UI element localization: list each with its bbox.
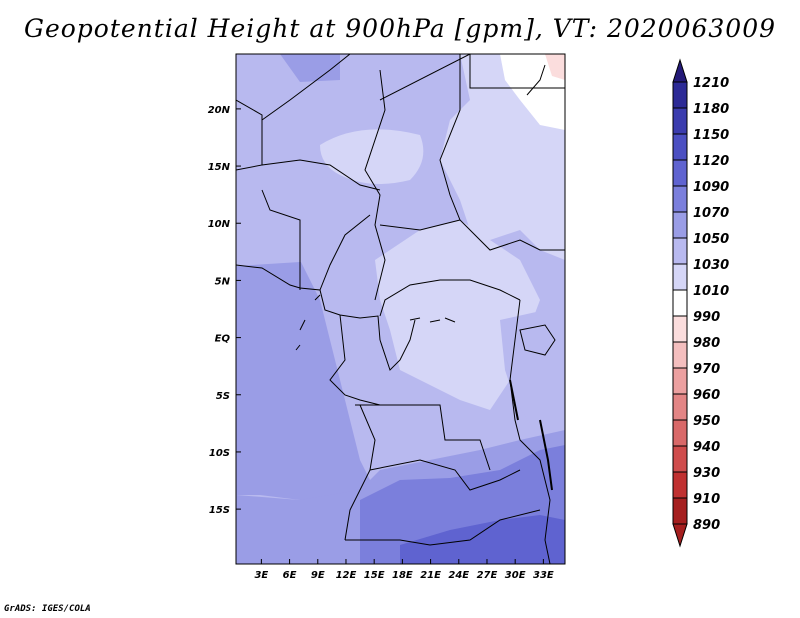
x-tick-label: 3E <box>254 570 268 581</box>
colorbar-box <box>672 185 688 213</box>
border-car-north <box>379 219 461 231</box>
colorbar-box <box>672 211 688 239</box>
colorbar-box <box>672 471 688 499</box>
map-title: Geopotential Height at 900hPa [gpm], VT:… <box>23 14 777 43</box>
rivers <box>409 317 456 323</box>
y-tick-label: 20N <box>208 105 231 116</box>
colorbar-box <box>672 263 688 291</box>
colorbar-box <box>672 133 688 161</box>
colorbar-level-label: 950 <box>693 414 720 429</box>
region-red-sea <box>500 54 565 130</box>
plot-frame <box>235 53 566 565</box>
x-axis: 3E 6E 9E 12E 15E 18E 21E 24E 27E 30E 33E <box>254 559 554 581</box>
lake-victoria <box>519 324 556 356</box>
border-niger-south <box>261 159 381 191</box>
border-chad-west <box>364 69 386 301</box>
colorbar-boxes <box>672 58 688 548</box>
y-tick-label: 10S <box>209 448 230 459</box>
region-arabia-low <box>545 54 565 80</box>
y-axis: 20N 15N 10N 5N EQ 5S 10S 15S <box>208 105 241 516</box>
colorbar-box <box>672 81 688 109</box>
lake-malawi <box>539 419 553 491</box>
y-tick-label: 15S <box>209 505 230 516</box>
footer-credit: GrADS: IGES/COLA <box>4 604 91 614</box>
colorbar-level-label: 980 <box>693 336 720 351</box>
colorbar-box <box>672 445 688 473</box>
colorbar-level-label: 940 <box>693 440 720 455</box>
border-mauritania <box>236 99 263 171</box>
colorbar-level-label: 1050 <box>693 232 729 247</box>
y-tick-label: 15N <box>208 162 231 173</box>
y-tick-label: 5N <box>215 276 231 287</box>
x-tick-label: 15E <box>364 570 385 581</box>
colorbar-level-label: 960 <box>693 388 720 403</box>
border-east <box>509 299 551 564</box>
colorbar-box <box>672 107 688 135</box>
islands <box>295 294 321 351</box>
border-angola-drc <box>355 404 491 471</box>
colorbar-top-arrow <box>672 58 688 83</box>
colorbar-level-label: 1090 <box>693 180 729 195</box>
region-chad-light <box>320 129 424 184</box>
colorbar-labels: 1210 1180 1150 1120 1090 1070 1050 1030 1010 990 9… <box>693 76 729 533</box>
colorbar-level-label: 1150 <box>693 128 729 143</box>
border-benin <box>261 189 301 290</box>
red-sea-coast <box>526 64 546 96</box>
coast-gabon <box>329 314 381 406</box>
x-tick-label: 21E <box>420 570 441 581</box>
colorbar-box <box>672 393 688 421</box>
border-cameroon <box>319 214 371 291</box>
coast-gulf-of-guinea <box>236 264 381 341</box>
colorbar-level-label: 890 <box>693 518 720 533</box>
colorbar-bottom-arrow <box>672 523 688 548</box>
colorbar-box <box>672 341 688 369</box>
colorbar-level-label: 1210 <box>693 76 729 91</box>
region-east-africa <box>500 310 565 450</box>
border-libya <box>379 54 471 101</box>
colorbar-level-label: 1030 <box>693 258 729 273</box>
x-tick-label: 9E <box>311 570 325 581</box>
borders <box>236 54 565 564</box>
colorbar-level-label: 910 <box>693 492 720 507</box>
colorbar-box <box>672 159 688 187</box>
region-far-south <box>400 515 565 564</box>
x-tick-label: 24E <box>448 570 469 581</box>
border-congo-north <box>379 279 521 317</box>
colorbar-box <box>672 237 688 265</box>
region-congo-basin <box>375 220 540 410</box>
colorbar-box <box>672 315 688 343</box>
colorbar-box <box>672 497 688 525</box>
x-tick-label: 12E <box>336 570 357 581</box>
colorbar-level-label: 930 <box>693 466 720 481</box>
region-atlantic <box>236 260 380 500</box>
x-tick-label: 30E <box>505 570 526 581</box>
colorbar-box <box>672 419 688 447</box>
border-mali <box>261 54 351 121</box>
region-sahara <box>236 54 470 190</box>
colorbar-level-label: 970 <box>693 362 720 377</box>
border-zambia <box>369 459 521 491</box>
region-north-dark <box>280 54 340 82</box>
x-tick-label: 33E <box>533 570 554 581</box>
border-congo <box>379 319 416 371</box>
colorbar-level-label: 1010 <box>693 284 729 299</box>
x-tick-label: 6E <box>283 570 297 581</box>
colorbar-box <box>672 367 688 395</box>
colorbar-level-label: 1070 <box>693 206 729 221</box>
x-tick-label: 18E <box>392 570 413 581</box>
border-namibia <box>345 509 541 546</box>
region-nigeria <box>236 180 340 266</box>
colorbar-level-label: 1120 <box>693 154 729 169</box>
lake-tanganyika <box>509 379 519 421</box>
colorbar-box <box>672 289 688 317</box>
y-tick-label: 10N <box>208 219 231 230</box>
y-tick-label: EQ <box>215 334 231 345</box>
y-tick-label: 5S <box>216 391 230 402</box>
colorbar-level-label: 990 <box>693 310 720 325</box>
x-tick-label: 27E <box>477 570 498 581</box>
height-field <box>236 54 565 564</box>
colorbar-level-label: 1180 <box>693 102 729 117</box>
